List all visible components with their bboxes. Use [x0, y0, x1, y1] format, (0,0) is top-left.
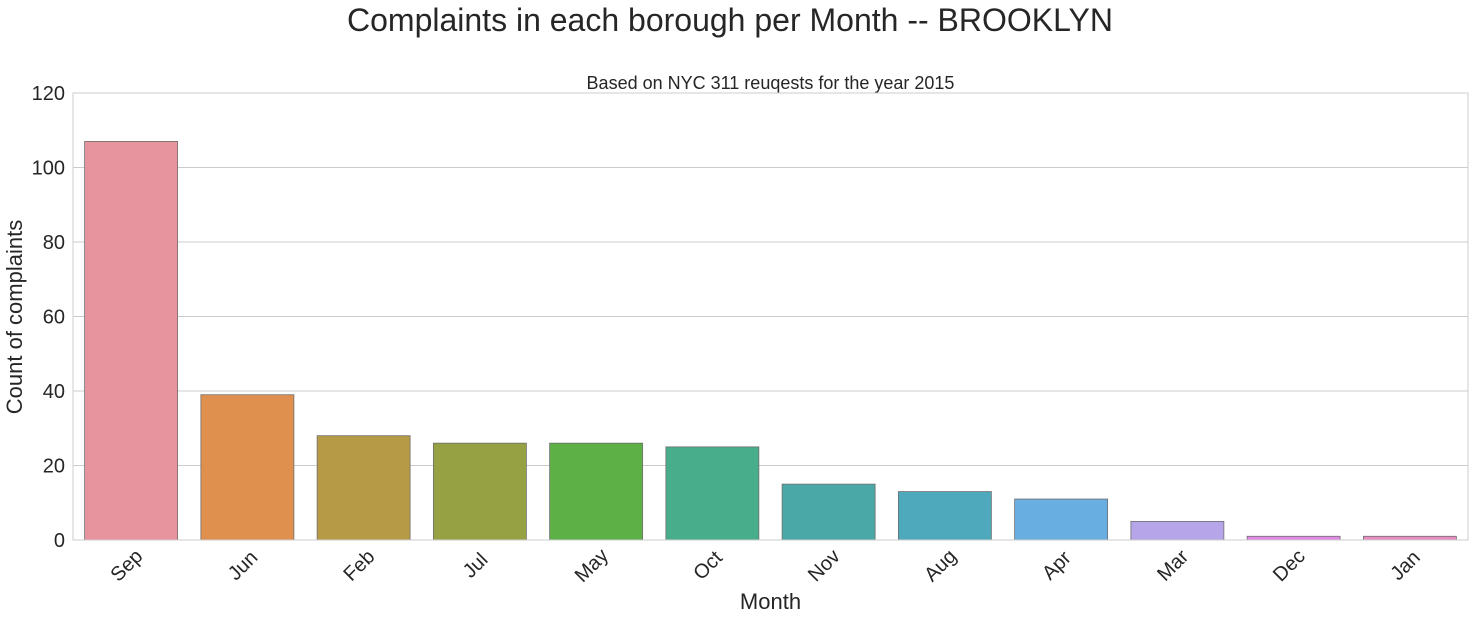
x-tick-label: Nov: [804, 545, 845, 586]
x-tick-label: Mar: [1153, 546, 1193, 586]
y-tick-label: 100: [32, 158, 65, 180]
bar: [1014, 498, 1109, 541]
bar: [1246, 535, 1341, 541]
x-tick-label: Jan: [1386, 547, 1424, 585]
y-tick-label: 20: [43, 456, 65, 478]
x-tick-label: Aug: [920, 545, 961, 586]
bar: [665, 446, 760, 541]
bar: [781, 483, 876, 541]
x-axis-label: Month: [739, 589, 802, 614]
x-tick-label: Jun: [224, 547, 262, 585]
bar: [316, 435, 411, 541]
y-axis-label: Count of complaints: [2, 219, 27, 415]
x-tick-label: Sep: [107, 545, 148, 586]
x-tick-label: Dec: [1269, 545, 1310, 586]
y-tick-label: 120: [32, 83, 65, 105]
bar: [84, 141, 179, 541]
x-tick-label: May: [571, 545, 613, 587]
x-tick-label: Oct: [689, 547, 727, 585]
plot-frame: [72, 92, 1469, 541]
bar: [432, 442, 527, 541]
bar: [897, 491, 992, 541]
bar: [1362, 535, 1457, 541]
x-tick-label: Jul: [459, 549, 493, 583]
x-tick-label: Apr: [1038, 547, 1076, 585]
bar: [549, 442, 644, 541]
bar: [200, 394, 295, 541]
y-tick-label: 60: [43, 307, 65, 329]
x-tick-label: Feb: [339, 546, 379, 586]
y-tick-label: 40: [43, 381, 65, 403]
chart-subtitle: Based on NYC 311 reuqests for the year 2…: [586, 73, 955, 93]
y-tick-label: 0: [54, 530, 65, 552]
y-tick-label: 80: [43, 232, 65, 254]
bar: [1130, 520, 1225, 541]
chart-title: Complaints in each borough per Month -- …: [347, 2, 1113, 38]
